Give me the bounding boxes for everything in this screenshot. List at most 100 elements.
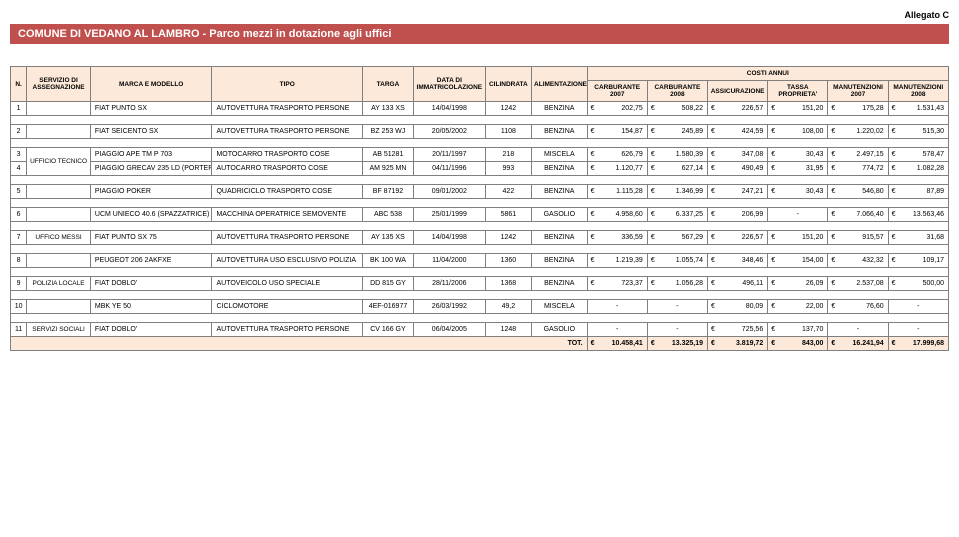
cell-data: 20/11/1997 [413,148,485,162]
cell-servizio: UFFICO MESSI [27,231,91,245]
cell-marca: MBK YE 50 [90,300,212,314]
cell-manut08: 87,89 [888,185,948,199]
cell-carb08: 567,29 [647,231,707,245]
table-row: 3UFFICIO TECNICOPIAGGIO APE TM P 703MOTO… [11,148,949,162]
th-n: N. [11,67,27,102]
cell-targa: 4EF-016977 [363,300,414,314]
cell-tipo: QUADRICICLO TRASPORTO COSE [212,185,363,199]
cell-data: 14/04/1998 [413,102,485,116]
cell-tipo: AUTOVETTURA TRASPORTO PERSONE [212,323,363,337]
tot-m07: 16.241,94 [828,337,888,351]
cell-manut07: 2.537,08 [828,277,888,291]
cell-manut07: 76,60 [828,300,888,314]
cell-carb08: 508,22 [647,102,707,116]
cell-carb08: 1.056,28 [647,277,707,291]
tot-ass: 3.819,72 [708,337,768,351]
table-row: 4PIAGGIO GRECAV 235 LD (PORTER)AUTOCARRO… [11,162,949,176]
cell-assic: 348,46 [708,254,768,268]
cell-manut08: - [888,323,948,337]
cell-tassa: 30,43 [768,148,828,162]
cell-tipo: MOTOCARRO TRASPORTO COSE [212,148,363,162]
cell-marca: PEUGEOT 206 2AKFXE [90,254,212,268]
cell-servizio [27,254,91,268]
table-row: 6UCM UNIECO 40.6 (SPAZZATRICE)MACCHINA O… [11,208,949,222]
cell-alim: GASOLIO [532,323,588,337]
tot-m08: 17.999,68 [888,337,948,351]
cell-manut07: 175,28 [828,102,888,116]
cell-manut08: 500,00 [888,277,948,291]
cell-manut07: 432,32 [828,254,888,268]
cell-carb08: 1.580,39 [647,148,707,162]
table-body: 1FIAT PUNTO SXAUTOVETTURA TRASPORTO PERS… [11,102,949,337]
cell-manut08: 1.082,28 [888,162,948,176]
cell-cil: 1242 [485,231,531,245]
cell-carb07: 154,87 [587,125,647,139]
cell-assic: 226,57 [708,102,768,116]
cell-marca: PIAGGIO POKER [90,185,212,199]
cell-assic: 226,57 [708,231,768,245]
table-row: 2FIAT SEICENTO SXAUTOVETTURA TRASPORTO P… [11,125,949,139]
cell-data: 04/11/1996 [413,162,485,176]
cell-servizio [27,185,91,199]
cell-cil: 1360 [485,254,531,268]
cell-carb07: 336,59 [587,231,647,245]
cell-marca: FIAT PUNTO SX 75 [90,231,212,245]
cell-n: 2 [11,125,27,139]
cell-carb07: 1.115,28 [587,185,647,199]
cell-manut07: 7.066,40 [828,208,888,222]
th-manut07: MANUTENZIONI 2007 [828,81,888,102]
cell-manut07: 546,80 [828,185,888,199]
cell-n: 11 [11,323,27,337]
th-marca: MARCA E MODELLO [90,67,212,102]
cell-carb07: 1.120,77 [587,162,647,176]
cell-assic: 490,49 [708,162,768,176]
cell-cil: 5861 [485,208,531,222]
cell-marca: PIAGGIO GRECAV 235 LD (PORTER) [90,162,212,176]
vehicles-table: N. SERVIZIO DI ASSEGNAZIONE MARCA E MODE… [10,66,949,351]
cell-tipo: AUTOVETTURA TRASPORTO PERSONE [212,231,363,245]
cell-carb08: - [647,323,707,337]
cell-data: 11/04/2000 [413,254,485,268]
cell-alim: BENZINA [532,185,588,199]
cell-alim: BENZINA [532,125,588,139]
tot-c08: 13.325,19 [647,337,707,351]
cell-manut07: 1.220,02 [828,125,888,139]
th-tipo: TIPO [212,67,363,102]
cell-alim: BENZINA [532,102,588,116]
cell-targa: ABC 538 [363,208,414,222]
cell-tipo: CICLOMOTORE [212,300,363,314]
cell-tassa: 151,20 [768,102,828,116]
cell-carb07: 723,37 [587,277,647,291]
cell-servizio: UFFICIO TECNICO [27,148,91,176]
cell-servizio: SERVIZI SOCIALI [27,323,91,337]
cell-marca: FIAT DOBLO' [90,323,212,337]
cell-cil: 218 [485,148,531,162]
cell-targa: AY 135 XS [363,231,414,245]
cell-n: 5 [11,185,27,199]
cell-carb07: - [587,323,647,337]
cell-data: 06/04/2005 [413,323,485,337]
page-title: COMUNE DI VEDANO AL LAMBRO - Parco mezzi… [10,24,949,44]
cell-assic: 80,09 [708,300,768,314]
cell-data: 25/01/1999 [413,208,485,222]
table-row: 8PEUGEOT 206 2AKFXEAUTOVETTURA USO ESCLU… [11,254,949,268]
cell-tassa: 154,00 [768,254,828,268]
cell-alim: BENZINA [532,254,588,268]
cell-assic: 247,21 [708,185,768,199]
table-row: 7UFFICO MESSIFIAT PUNTO SX 75AUTOVETTURA… [11,231,949,245]
cell-alim: MISCELA [532,148,588,162]
cell-carb08: 1.346,99 [647,185,707,199]
cell-targa: CV 166 GY [363,323,414,337]
cell-marca: UCM UNIECO 40.6 (SPAZZATRICE) [90,208,212,222]
cell-assic: 725,56 [708,323,768,337]
cell-targa: AB 51281 [363,148,414,162]
cell-carb07: 1.219,39 [587,254,647,268]
th-costi: COSTI ANNUI [587,67,948,81]
th-carb08: CARBURANTE 2008 [647,81,707,102]
cell-n: 3 [11,148,27,162]
cell-manut08: 31,68 [888,231,948,245]
th-targa: TARGA [363,67,414,102]
table-row: 1FIAT PUNTO SXAUTOVETTURA TRASPORTO PERS… [11,102,949,116]
th-tassa: TASSA PROPRIETA' [768,81,828,102]
cell-data: 20/05/2002 [413,125,485,139]
